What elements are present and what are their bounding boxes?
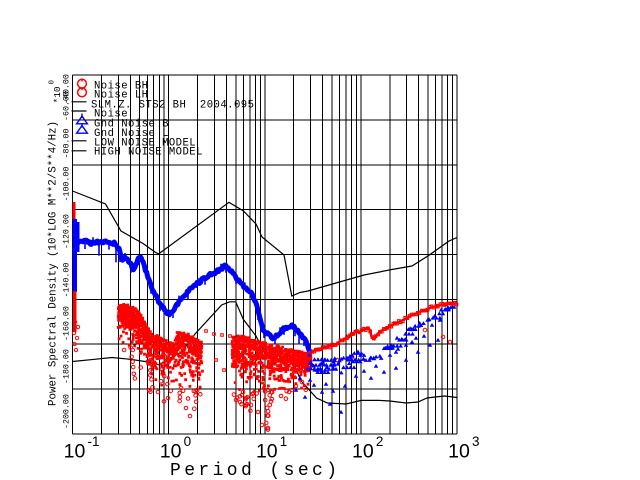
svg-text:-100.00: -100.00 <box>63 167 72 202</box>
svg-text:2: 2 <box>376 434 384 449</box>
svg-text:Period (sec): Period (sec) <box>170 461 340 480</box>
svg-text:10: 10 <box>256 441 278 463</box>
svg-text:Gnd Noise B: Gnd Noise B <box>94 119 169 131</box>
svg-text:-40.00: -40.00 <box>63 74 72 104</box>
svg-text:0: 0 <box>49 80 57 85</box>
svg-text:Power Spectral Density (10*LOG: Power Spectral Density (10*LOG M**2/S**4… <box>48 121 60 406</box>
svg-text:*10: *10 <box>52 86 63 103</box>
svg-text:Noise: Noise <box>94 109 128 121</box>
svg-text:LOW NOISE MODEL: LOW NOISE MODEL <box>94 137 196 149</box>
svg-text:0: 0 <box>184 434 192 449</box>
svg-text:Noise BH: Noise BH <box>94 80 148 92</box>
svg-text:10: 10 <box>448 441 470 463</box>
svg-text:10: 10 <box>64 441 86 463</box>
svg-text:SLM.Z. STS2 BH 2004.095: SLM.Z. STS2 BH 2004.095 <box>91 100 254 112</box>
svg-text:-60.00: -60.00 <box>63 91 72 121</box>
svg-text:10: 10 <box>160 441 182 463</box>
svg-text:-200.00: -200.00 <box>63 394 72 429</box>
svg-text:1: 1 <box>280 434 288 449</box>
svg-text:HIGH NOISE MODEL: HIGH NOISE MODEL <box>94 147 203 159</box>
svg-text:10: 10 <box>352 441 374 463</box>
svg-text:3: 3 <box>472 434 480 449</box>
svg-text:-120.00: -120.00 <box>63 214 72 249</box>
svg-text:-180.00: -180.00 <box>63 349 72 384</box>
svg-text:-140.00: -140.00 <box>63 263 72 298</box>
svg-text:-80.00: -80.00 <box>63 129 72 159</box>
svg-text:Gnd Noise L: Gnd Noise L <box>94 128 169 140</box>
svg-text:Noise LH: Noise LH <box>94 90 148 102</box>
svg-text:-160.00: -160.00 <box>63 306 72 341</box>
svg-text:-1: -1 <box>88 434 100 449</box>
